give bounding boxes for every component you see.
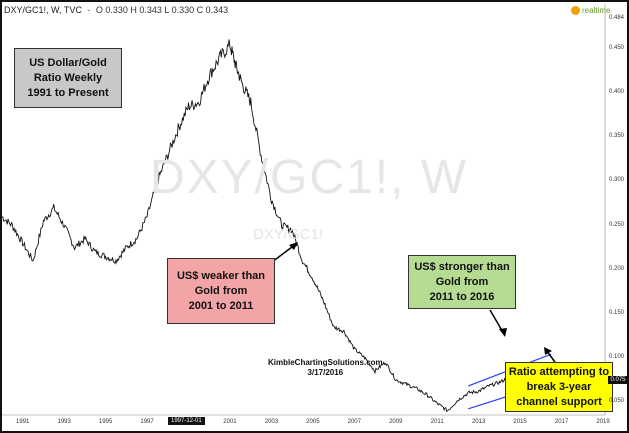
weaker-line: 2001 to 2011	[188, 299, 254, 312]
y-tick-label: 0.484	[609, 15, 625, 22]
symbol-label: DXY/GC1!, W, TVC	[4, 5, 82, 15]
watermark: DXY/GC1!, W	[150, 151, 469, 204]
y-tick-label: 0.350	[609, 133, 625, 140]
watermark-sub: DXY/GC1!	[253, 226, 324, 243]
y-tick-label: 0.200	[609, 265, 625, 272]
realtime-dot-icon	[571, 6, 580, 15]
stronger-arrowhead	[499, 328, 507, 337]
x-tick-label: 2011	[430, 419, 444, 425]
series-line-dxy-gc1	[1, 39, 546, 413]
realtime-logo: realtime	[571, 6, 610, 15]
x-tick-label: 2007	[347, 419, 361, 425]
last-value-label: 0.075	[608, 375, 628, 384]
series-layer	[1, 39, 546, 413]
x-tick-label: 2005	[306, 419, 320, 425]
x-tick-label: 1991	[16, 419, 30, 425]
arrow-layer	[271, 242, 556, 363]
header-separator: -	[87, 5, 91, 15]
y-tick-label: 0.400	[609, 89, 625, 96]
title-annotation: US Dollar/Gold Ratio Weekly 1991 to Pres…	[14, 48, 122, 108]
ratio-line: channel support	[516, 395, 602, 408]
y-tick-label: 0.050	[609, 397, 625, 404]
credit-date: 3/17/2016	[307, 368, 344, 377]
chart-header: DXY/GC1!, W, TVC - O 0.330 H 0.343 L 0.3…	[4, 5, 228, 15]
x-tick-label: 1995	[98, 419, 113, 425]
y-tick-label: 0.450	[609, 45, 625, 52]
weaker-line: US$ weaker than	[176, 269, 266, 282]
x-axis-date-highlight: 1997-12-01	[168, 417, 205, 425]
x-tick-label: 2017	[554, 419, 569, 425]
ratio-line: break 3-year	[526, 380, 592, 393]
x-tick-label: 2009	[389, 419, 403, 425]
x-tick-label: 2003	[264, 419, 279, 425]
ohlc-readout: O 0.330 H 0.343 L 0.330 C 0.343	[95, 5, 229, 15]
stronger-line: US$ stronger than	[414, 260, 510, 273]
ratio-line: Ratio attempting to	[508, 365, 610, 378]
x-tick-label: 2001	[223, 419, 237, 425]
stronger-line: 2011 to 2016	[429, 290, 495, 303]
y-tick-label: 0.250	[609, 221, 625, 228]
ratio-arrowhead	[544, 347, 552, 355]
title-line: Ratio Weekly	[33, 71, 103, 84]
title-line: 1991 to Present	[27, 86, 109, 99]
ratio-annotation: Ratio attempting to break 3-year channel…	[505, 362, 613, 412]
y-tick-label: 0.300	[609, 177, 625, 184]
stronger-line: Gold from	[435, 275, 489, 288]
x-tick-label: 2015	[513, 419, 527, 425]
y-tick-label: 0.100	[609, 353, 625, 360]
x-tick-label: 1997	[140, 419, 154, 425]
weaker-arrowhead	[289, 242, 298, 250]
credit-site: KimbleChartingSolutions.com	[268, 358, 383, 367]
title-line: US Dollar/Gold	[29, 56, 107, 69]
weaker-line: Gold from	[194, 284, 248, 297]
x-tick-label: 2013	[471, 419, 486, 425]
weaker-annotation: US$ weaker than Gold from 2001 to 2011	[167, 258, 275, 324]
x-tick-label: 2019	[596, 419, 610, 425]
y-tick-label: 0.150	[609, 309, 625, 316]
stronger-annotation: US$ stronger than Gold from 2011 to 2016	[408, 255, 516, 309]
credit-text: KimbleChartingSolutions.com 3/17/2016	[268, 358, 383, 378]
realtime-label: realtime	[582, 6, 611, 15]
x-tick-label: 1993	[57, 419, 71, 425]
